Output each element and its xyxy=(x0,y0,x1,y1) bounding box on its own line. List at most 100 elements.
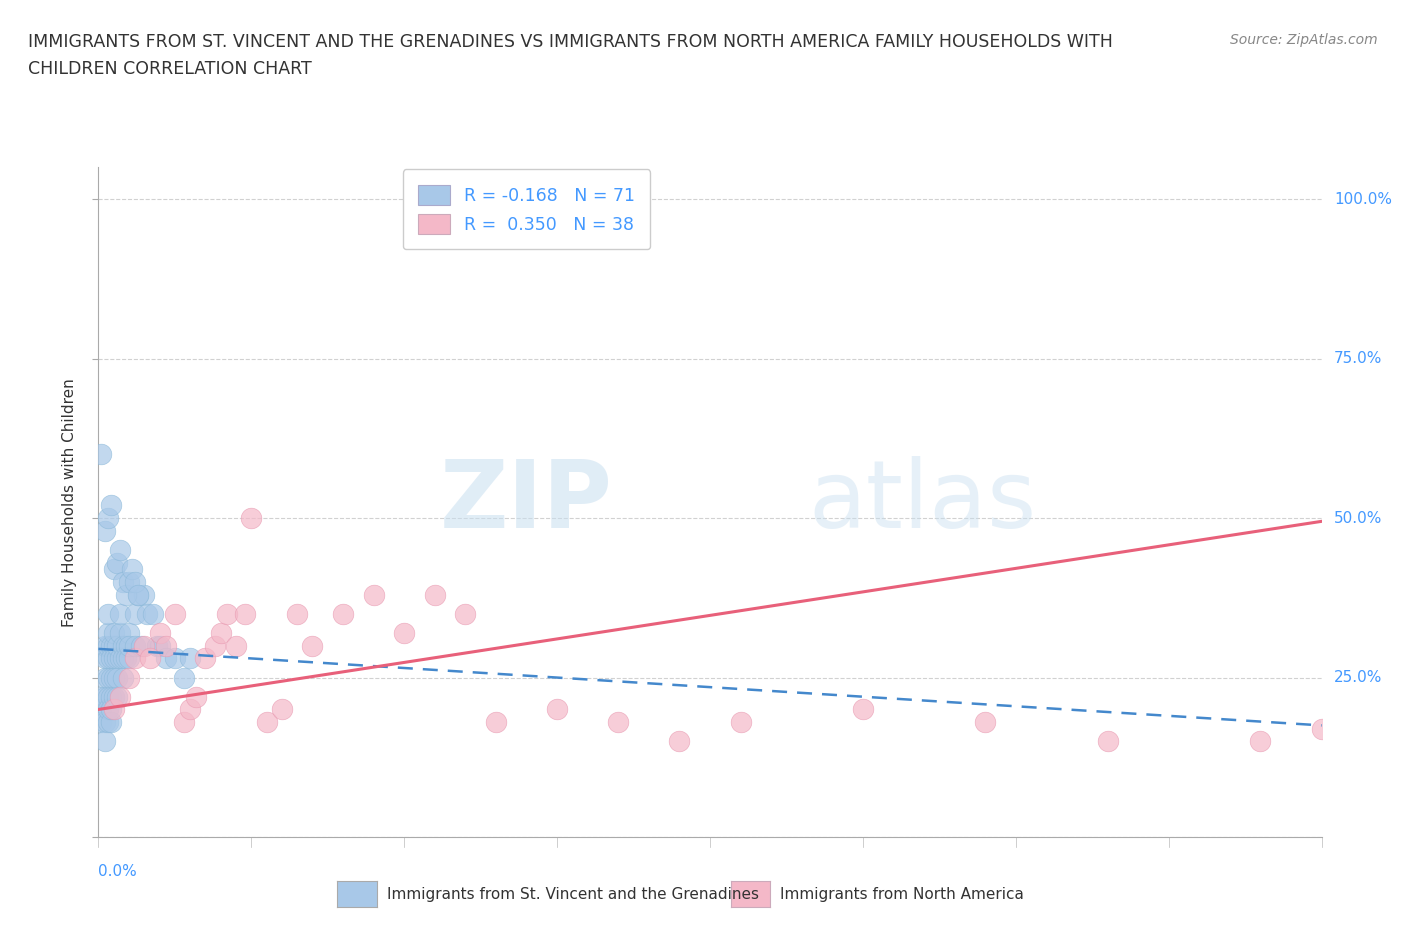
Point xyxy=(1310,721,1333,736)
Point xyxy=(139,651,162,666)
Point xyxy=(115,638,138,653)
Point xyxy=(108,606,131,621)
Point xyxy=(233,606,256,621)
Text: ZIP: ZIP xyxy=(439,457,612,548)
Point xyxy=(485,715,508,730)
Text: 50.0%: 50.0% xyxy=(1334,511,1382,525)
Point xyxy=(121,562,143,577)
Point xyxy=(118,575,141,590)
Point xyxy=(100,498,122,512)
Point xyxy=(149,638,172,653)
Point xyxy=(270,702,292,717)
Point xyxy=(118,671,141,685)
Point xyxy=(108,689,131,704)
Point xyxy=(97,626,120,641)
Point xyxy=(256,715,278,730)
Point xyxy=(127,587,149,602)
Point xyxy=(124,651,146,666)
Point xyxy=(93,651,115,666)
Point xyxy=(93,638,115,653)
Point xyxy=(124,606,146,621)
Text: IMMIGRANTS FROM ST. VINCENT AND THE GRENADINES VS IMMIGRANTS FROM NORTH AMERICA : IMMIGRANTS FROM ST. VINCENT AND THE GREN… xyxy=(28,33,1114,50)
Point xyxy=(100,671,122,685)
Point xyxy=(115,587,138,602)
Point xyxy=(111,638,134,653)
Point xyxy=(111,671,134,685)
Point xyxy=(124,575,146,590)
Point xyxy=(93,715,115,730)
Text: 75.0%: 75.0% xyxy=(1334,352,1382,366)
Point xyxy=(90,689,112,704)
Point xyxy=(1249,734,1271,749)
Point xyxy=(97,689,120,704)
Point xyxy=(103,562,125,577)
Point xyxy=(93,689,115,704)
Text: Source: ZipAtlas.com: Source: ZipAtlas.com xyxy=(1230,33,1378,46)
Text: CHILDREN CORRELATION CHART: CHILDREN CORRELATION CHART xyxy=(28,60,312,78)
Point xyxy=(103,671,125,685)
Text: Immigrants from North America: Immigrants from North America xyxy=(780,887,1024,902)
Point xyxy=(155,638,177,653)
Text: atlas: atlas xyxy=(808,457,1036,548)
Text: 25.0%: 25.0% xyxy=(1334,671,1382,685)
Point xyxy=(111,575,134,590)
Point xyxy=(173,715,195,730)
Point xyxy=(90,447,112,462)
Point xyxy=(93,734,115,749)
Point xyxy=(118,651,141,666)
Point xyxy=(100,651,122,666)
Point xyxy=(134,587,156,602)
Point xyxy=(93,671,115,685)
Point xyxy=(103,626,125,641)
Point xyxy=(97,715,120,730)
Point xyxy=(392,626,416,641)
Point xyxy=(134,638,156,653)
Legend: R = -0.168   N = 71, R =  0.350   N = 38: R = -0.168 N = 71, R = 0.350 N = 38 xyxy=(404,169,650,249)
Point xyxy=(108,626,131,641)
Point xyxy=(194,651,217,666)
Point xyxy=(103,689,125,704)
Point xyxy=(145,638,167,653)
Point xyxy=(454,606,477,621)
Point xyxy=(974,715,997,730)
Point xyxy=(105,555,128,570)
Text: Immigrants from St. Vincent and the Grenadines: Immigrants from St. Vincent and the Gren… xyxy=(387,887,759,902)
Point xyxy=(103,638,125,653)
Point xyxy=(332,606,354,621)
Point xyxy=(118,638,141,653)
Point xyxy=(149,626,172,641)
Point xyxy=(215,606,238,621)
Point xyxy=(105,651,128,666)
Point xyxy=(105,671,128,685)
Point xyxy=(129,638,152,653)
Point xyxy=(100,702,122,717)
Point xyxy=(136,606,159,621)
Text: 100.0%: 100.0% xyxy=(1334,192,1392,206)
Point xyxy=(103,651,125,666)
Point xyxy=(209,626,232,641)
Point xyxy=(668,734,690,749)
Point xyxy=(127,587,149,602)
Point xyxy=(100,638,122,653)
Point xyxy=(103,702,125,717)
Point xyxy=(100,689,122,704)
Point xyxy=(163,606,186,621)
Point xyxy=(173,671,195,685)
Point xyxy=(124,638,146,653)
Point xyxy=(118,626,141,641)
Point xyxy=(204,638,226,653)
Point xyxy=(108,651,131,666)
Point xyxy=(852,702,875,717)
Point xyxy=(546,702,568,717)
Point xyxy=(108,542,131,557)
Point xyxy=(186,689,208,704)
Point xyxy=(423,587,446,602)
Point xyxy=(93,524,115,538)
Point xyxy=(607,715,630,730)
Point xyxy=(115,651,138,666)
Point xyxy=(97,671,120,685)
Point xyxy=(155,651,177,666)
Y-axis label: Family Households with Children: Family Households with Children xyxy=(62,378,77,627)
Point xyxy=(90,715,112,730)
Point xyxy=(730,715,752,730)
